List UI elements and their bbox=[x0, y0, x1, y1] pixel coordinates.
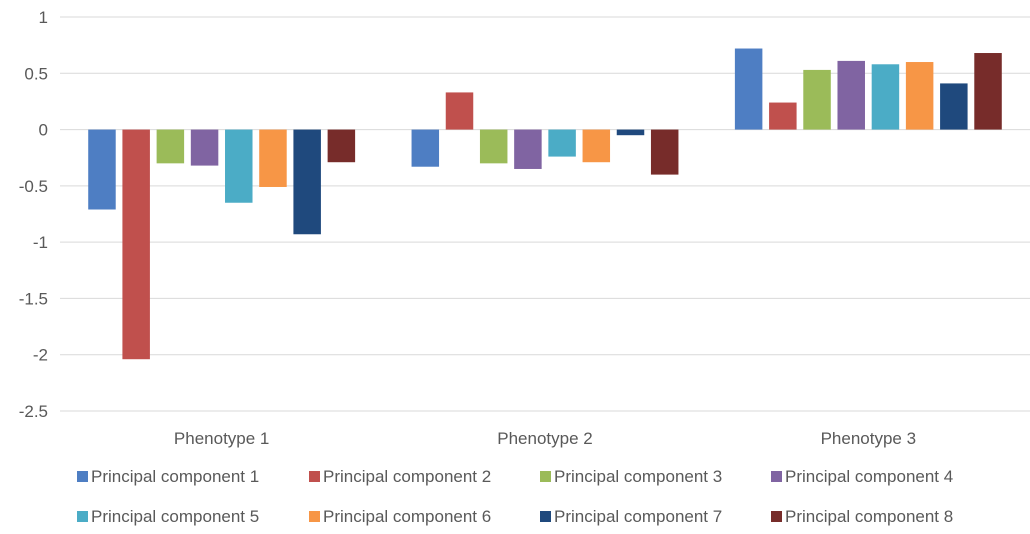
bar bbox=[259, 129, 287, 187]
bar bbox=[616, 129, 645, 136]
x-category-label: Phenotype 2 bbox=[497, 429, 592, 448]
y-tick-label: 1 bbox=[39, 8, 48, 27]
y-tick-label: 0 bbox=[39, 121, 48, 140]
bar bbox=[479, 129, 508, 164]
x-axis-categories: Phenotype 1 Phenotype 2 Phenotype 3 bbox=[174, 429, 916, 448]
legend-swatch bbox=[77, 471, 88, 482]
bar bbox=[88, 129, 116, 210]
legend-item: Principal component 7 bbox=[540, 507, 722, 526]
legend: Principal component 1 Principal component… bbox=[77, 467, 953, 526]
bar bbox=[940, 83, 968, 130]
bar bbox=[293, 129, 321, 235]
bar bbox=[582, 129, 611, 163]
gridlines bbox=[60, 16, 1030, 412]
bar bbox=[837, 60, 865, 130]
legend-swatch bbox=[77, 511, 88, 522]
bar bbox=[190, 129, 219, 166]
legend-item: Principal component 8 bbox=[771, 507, 953, 526]
y-tick-label: -2 bbox=[33, 346, 48, 365]
legend-item: Principal component 2 bbox=[309, 467, 491, 486]
bar bbox=[871, 64, 900, 130]
legend-item: Principal component 3 bbox=[540, 467, 722, 486]
legend-swatch bbox=[540, 511, 551, 522]
y-tick-label: -1.5 bbox=[19, 289, 48, 308]
bar bbox=[548, 129, 576, 157]
bar bbox=[905, 62, 934, 130]
y-tick-label: -0.5 bbox=[19, 177, 48, 196]
bar bbox=[445, 92, 474, 130]
legend-label: Principal component 5 bbox=[91, 507, 259, 526]
y-tick-label: -2.5 bbox=[19, 402, 48, 421]
bar bbox=[327, 129, 356, 163]
legend-label: Principal component 3 bbox=[554, 467, 722, 486]
legend-label: Principal component 7 bbox=[554, 507, 722, 526]
legend-swatch bbox=[540, 471, 551, 482]
bars bbox=[88, 48, 1002, 360]
legend-swatch bbox=[771, 511, 782, 522]
legend-swatch bbox=[309, 471, 320, 482]
legend-item: Principal component 6 bbox=[309, 507, 491, 526]
legend-label: Principal component 6 bbox=[323, 507, 491, 526]
y-axis-ticks: 1 0.5 0 -0.5 -1 -1.5 -2 -2.5 bbox=[19, 8, 48, 421]
bar bbox=[734, 48, 763, 130]
legend-swatch bbox=[309, 511, 320, 522]
bar bbox=[974, 53, 1002, 130]
legend-label: Principal component 4 bbox=[785, 467, 953, 486]
legend-item: Principal component 4 bbox=[771, 467, 953, 486]
legend-swatch bbox=[771, 471, 782, 482]
bar bbox=[411, 129, 440, 167]
bar bbox=[225, 129, 253, 203]
bar bbox=[803, 69, 831, 130]
legend-item: Principal component 5 bbox=[77, 507, 259, 526]
bar bbox=[156, 129, 185, 164]
bar bbox=[514, 129, 542, 169]
legend-label: Principal component 8 bbox=[785, 507, 953, 526]
legend-item: Principal component 1 bbox=[77, 467, 259, 486]
bar bbox=[650, 129, 679, 175]
bar bbox=[769, 102, 797, 130]
bar bbox=[122, 129, 150, 360]
legend-label: Principal component 2 bbox=[323, 467, 491, 486]
x-category-label: Phenotype 3 bbox=[821, 429, 916, 448]
y-tick-label: 0.5 bbox=[24, 64, 48, 83]
legend-label: Principal component 1 bbox=[91, 467, 259, 486]
x-category-label: Phenotype 1 bbox=[174, 429, 269, 448]
y-tick-label: -1 bbox=[33, 233, 48, 252]
